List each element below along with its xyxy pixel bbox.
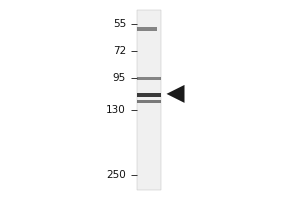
Bar xyxy=(136,100,160,103)
Text: 95: 95 xyxy=(113,73,126,83)
Bar xyxy=(136,10,160,190)
Text: 250: 250 xyxy=(106,170,126,180)
Polygon shape xyxy=(167,85,184,103)
Text: 72: 72 xyxy=(113,46,126,56)
Bar xyxy=(136,27,157,31)
Bar xyxy=(136,93,160,97)
Text: 130: 130 xyxy=(106,105,126,115)
Bar xyxy=(136,77,160,80)
Text: 55: 55 xyxy=(113,19,126,29)
